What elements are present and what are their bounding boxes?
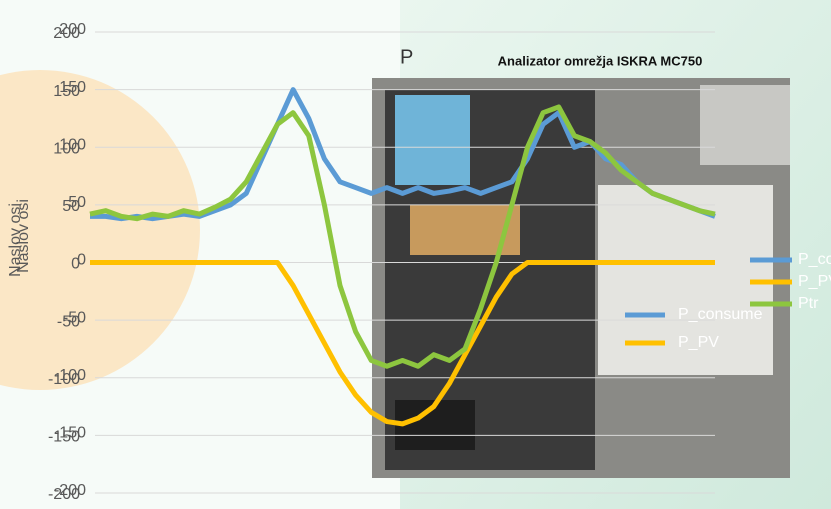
y-axis-title: Naslov osi [15,199,32,273]
legend-label: P_PV [798,273,831,290]
legend-label: Ptr [798,295,819,312]
chart-title: Analizator omrežja ISKRA MC750 [498,53,703,68]
photo-meter [395,95,470,185]
y-tick-label: -100 [48,371,80,388]
y-tick-label: 200 [53,25,80,42]
chart-subtitle: P [400,46,413,68]
y-tick-label: -150 [48,429,80,446]
photo-paper [700,85,790,165]
legend-label: P_PV [678,334,719,351]
y-tick-label: -200 [48,486,80,503]
y-tick-label: 0 [71,256,80,273]
legend-label: P_consume [678,306,763,323]
y-tick-label: 50 [62,198,80,215]
chart: P Analizator omrežja ISKRA MC750 Naslov … [0,0,831,509]
y-tick-label: -50 [57,313,80,330]
y-tick-label: 100 [53,140,80,157]
y-tick-label: 150 [53,83,80,100]
legend-label: P_consume [798,251,831,268]
